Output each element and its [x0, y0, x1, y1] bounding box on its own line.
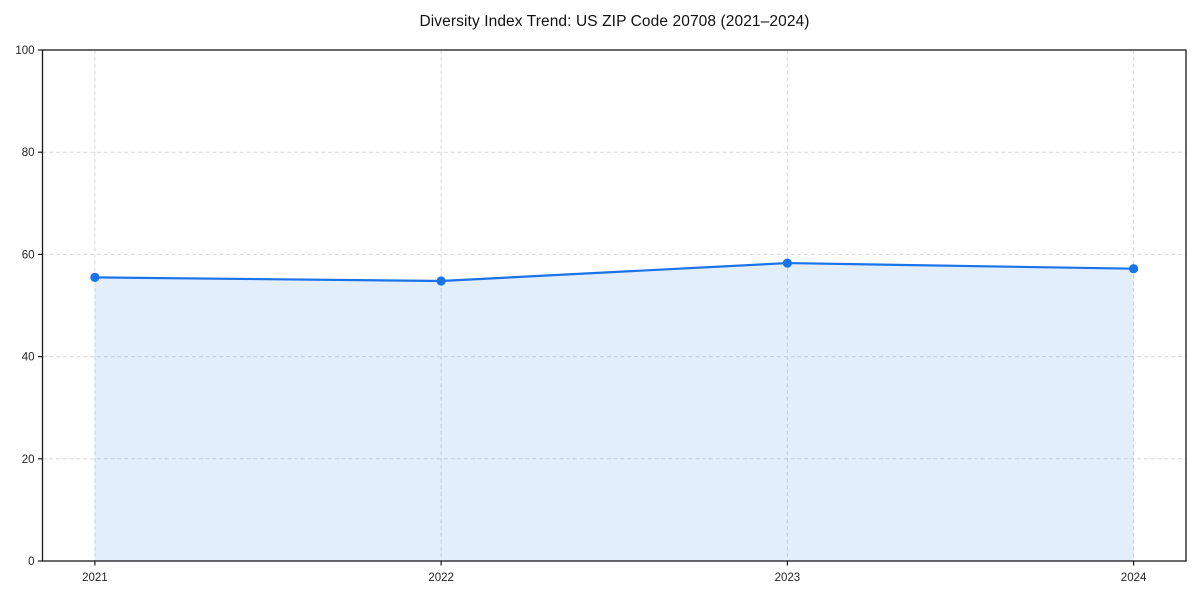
y-tick-label: 80: [22, 147, 35, 159]
y-tick-label: 40: [22, 352, 35, 364]
x-tick-label: 2021: [82, 572, 108, 584]
trend-line: [93, 261, 1135, 283]
x-tick-label: 2022: [428, 572, 454, 584]
data-point-2022: [436, 276, 446, 286]
y-tick-label: 0: [28, 556, 34, 568]
data-point-2024: [1129, 264, 1139, 274]
chart-title: Diversity Index Trend: US ZIP Code 20708…: [419, 13, 810, 30]
y-tick-label: 100: [15, 45, 34, 57]
x-tick-label: 2024: [1121, 572, 1147, 584]
plot-border: [41, 49, 1187, 562]
data-point-2021: [90, 272, 100, 282]
data-point-2023: [782, 258, 792, 268]
area-fill: [94, 263, 1134, 561]
x-tick-label: 2023: [775, 572, 801, 584]
y-tick-label: 20: [22, 454, 35, 466]
y-tick-label: 60: [22, 249, 35, 261]
